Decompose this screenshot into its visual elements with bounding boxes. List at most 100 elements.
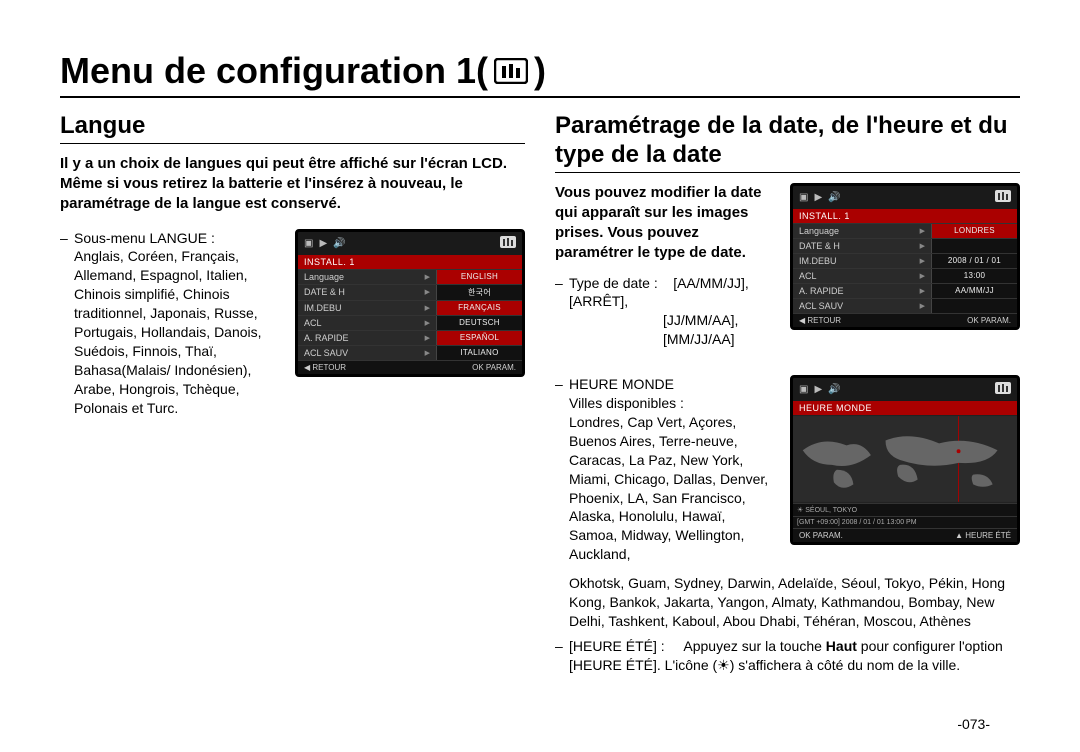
lcd-bottom-bar: OK PARAM. ▲ HEURE ÉTÉ xyxy=(793,528,1017,542)
lcd-row-label: ACL SAUV▶ xyxy=(298,346,437,360)
lcd-menu-row: Language▶LONDRES xyxy=(793,223,1017,238)
type-date-label: Type de date : [AA/MM/JJ], [ARRÊT], xyxy=(569,274,776,312)
lcd-install-bar: INSTALL. 1 xyxy=(298,255,522,269)
page-title-text: Menu de configuration 1( xyxy=(60,50,488,92)
lcd-row-value xyxy=(932,299,1017,313)
lcd-menu-row: DATE & H▶한국어 xyxy=(298,284,522,300)
camera-icon: ▣ xyxy=(304,238,313,249)
lcd-back-label: ◀ RETOUR xyxy=(304,363,346,372)
triangle-right-icon: ▶ xyxy=(920,227,925,235)
triangle-right-icon: ▶ xyxy=(920,257,925,265)
triangle-right-icon: ▶ xyxy=(425,273,430,281)
triangle-right-icon: ▶ xyxy=(425,304,430,312)
lcd-row-value: ITALIANO xyxy=(437,346,522,360)
triangle-right-icon: ▶ xyxy=(425,288,430,296)
setup-selected-icon xyxy=(500,236,516,251)
languages-list: Anglais, Coréen, Français, Allemand, Esp… xyxy=(60,247,281,417)
camera-icon: ▣ xyxy=(799,384,808,395)
lcd-row-label: Language▶ xyxy=(298,270,437,284)
world-map xyxy=(793,415,1017,503)
lcd-date: ▣ ▶ 🔊 INSTALL. 1 Language▶LONDRESDATE & … xyxy=(790,183,1020,330)
type-date-line2: [JJ/MM/AA], [MM/JJ/AA] xyxy=(555,311,776,349)
sun-icon: ☀ xyxy=(717,656,730,675)
sound-icon: 🔊 xyxy=(333,238,345,249)
lcd-menu-row: A. RAPIDE▶ESPAÑOL xyxy=(298,330,522,345)
world-time-label: HEURE MONDE xyxy=(569,375,674,394)
lcd-row-label: Language▶ xyxy=(793,224,932,238)
lcd-menu-row: ACL SAUV▶ xyxy=(793,298,1017,313)
dash-icon: – xyxy=(555,375,569,394)
triangle-right-icon: ▶ xyxy=(425,319,430,327)
play-icon: ▶ xyxy=(814,384,822,395)
lcd-worldtime-bar: HEURE MONDE xyxy=(793,401,1017,415)
sound-icon: 🔊 xyxy=(828,192,840,203)
sun-icon: ☀ xyxy=(797,507,803,514)
lcd-worldtime: ▣ ▶ 🔊 HEURE MONDE xyxy=(790,375,1020,545)
lcd-row-label: DATE & H▶ xyxy=(298,285,437,300)
lcd-menu-row: ACL SAUV▶ITALIANO xyxy=(298,345,522,360)
lcd-row-label: ACL SAUV▶ xyxy=(793,299,932,313)
dash-icon: – xyxy=(60,229,74,248)
page-number: -073- xyxy=(957,716,990,732)
lcd-menu-row: IM.DEBU▶2008 / 01 / 01 xyxy=(793,253,1017,268)
lcd-menu-row: Language▶ENGLISH xyxy=(298,269,522,284)
lcd-row-label: ACL▶ xyxy=(298,316,437,330)
intro-langue: Il y a un choix de langues qui peut être… xyxy=(60,154,525,215)
lcd-menu-row: DATE & H▶ xyxy=(793,238,1017,253)
lcd-row-value: AA/MM/JJ xyxy=(932,284,1017,298)
lcd-menu-row: A. RAPIDE▶AA/MM/JJ xyxy=(793,283,1017,298)
lcd-bottom-bar: ◀ RETOUR OK PARAM. xyxy=(793,313,1017,327)
lcd-row-value: ESPAÑOL xyxy=(437,331,522,345)
lcd-row-value: LONDRES xyxy=(932,224,1017,238)
triangle-right-icon: ▶ xyxy=(920,272,925,280)
lcd-row-label: ACL▶ xyxy=(793,269,932,283)
triangle-right-icon: ▶ xyxy=(920,242,925,250)
lcd-menu-row: ACL▶13:00 xyxy=(793,268,1017,283)
lcd-ok-label: OK PARAM. xyxy=(799,531,843,540)
col-langue: Langue Il y a un choix de langues qui pe… xyxy=(60,112,525,675)
lcd-langue: ▣ ▶ 🔊 INSTALL. 1 Language▶ENGLISHDATE & … xyxy=(295,229,525,377)
config-screen-icon xyxy=(494,58,528,84)
dst-line: [HEURE ÉTÉ] : Appuyez sur la touche Haut… xyxy=(569,637,1020,676)
lcd-install-bar: INSTALL. 1 xyxy=(793,209,1017,223)
lcd-menu-row: ACL▶DEUTSCH xyxy=(298,315,522,330)
lcd-top-icons: ▣ ▶ 🔊 xyxy=(298,232,522,255)
camera-icon: ▣ xyxy=(799,192,808,203)
lcd-row-value: ENGLISH xyxy=(437,270,522,284)
play-icon: ▶ xyxy=(319,238,327,249)
play-icon: ▶ xyxy=(814,192,822,203)
intro-date: Vous pouvez modifier la date qui apparaî… xyxy=(555,183,776,264)
col-date: Paramétrage de la date, de l'heure et du… xyxy=(555,112,1020,675)
lcd-back-label: ◀ RETOUR xyxy=(799,316,841,325)
lcd-row-value xyxy=(932,239,1017,253)
setup-selected-icon xyxy=(995,190,1011,205)
triangle-right-icon: ▶ xyxy=(425,334,430,342)
lcd-row-label: IM.DEBU▶ xyxy=(298,301,437,315)
lcd-row-label: A. RAPIDE▶ xyxy=(793,284,932,298)
triangle-right-icon: ▶ xyxy=(425,349,430,357)
triangle-right-icon: ▶ xyxy=(920,287,925,295)
page-title: Menu de configuration 1( ) xyxy=(60,50,1020,98)
dash-icon: – xyxy=(555,274,569,312)
lcd-gmt-line: [GMT +09:00] 2008 / 01 / 01 13:00 PM xyxy=(793,516,1017,528)
dash-icon: – xyxy=(555,637,569,676)
lcd-top-icons: ▣ ▶ 🔊 xyxy=(793,186,1017,209)
lcd-menu-row: IM.DEBU▶FRANÇAIS xyxy=(298,300,522,315)
section-title-date: Paramétrage de la date, de l'heure et du… xyxy=(555,112,1020,173)
lcd-ok-label: OK PARAM. xyxy=(472,363,516,372)
lcd-bottom-bar: ◀ RETOUR OK PARAM. xyxy=(298,360,522,374)
lcd-row-value: DEUTSCH xyxy=(437,316,522,330)
section-title-langue: Langue xyxy=(60,112,525,144)
cities-label: Villes disponibles : xyxy=(555,394,776,413)
lcd-row-label: IM.DEBU▶ xyxy=(793,254,932,268)
lcd-top-icons: ▣ ▶ 🔊 xyxy=(793,378,1017,401)
lcd-row-value: FRANÇAIS xyxy=(437,301,522,315)
submenu-label: Sous-menu LANGUE : xyxy=(74,229,215,248)
lcd-dst-label: ▲ HEURE ÉTÉ xyxy=(955,531,1011,540)
lcd-row-label: DATE & H▶ xyxy=(793,239,932,253)
lcd-row-value: 13:00 xyxy=(932,269,1017,283)
lcd-row-value: 2008 / 01 / 01 xyxy=(932,254,1017,268)
triangle-right-icon: ▶ xyxy=(920,302,925,310)
lcd-row-label: A. RAPIDE▶ xyxy=(298,331,437,345)
lcd-city-line: ☀ SÉOUL, TOKYO xyxy=(793,503,1017,516)
